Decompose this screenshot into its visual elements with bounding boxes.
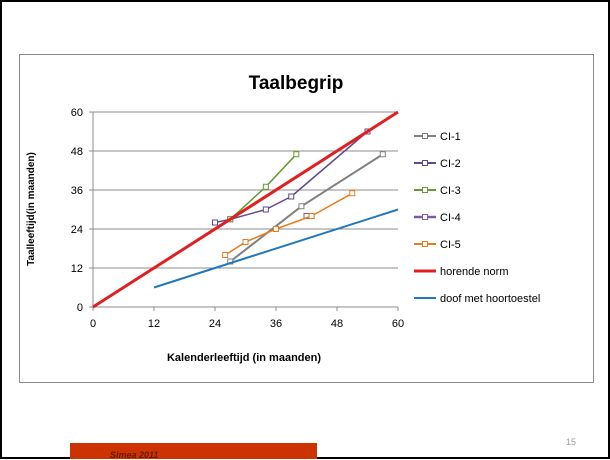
legend-marker [422,187,428,193]
x-tick-label: 0 [90,318,96,330]
legend-label: horende norm [440,266,509,278]
legend-label: CI-1 [440,131,461,143]
legend-marker [422,214,428,220]
series-horende-norm [92,110,399,309]
y-tick-label: 24 [71,224,83,236]
legend-label: CI-3 [440,185,461,197]
data-point [298,203,305,210]
series-ci-5 [222,190,356,258]
legend-item: CI-4 [414,212,461,224]
x-tick-label: 48 [331,318,343,330]
data-point [242,239,249,245]
footer-text: Simea 2011 [110,450,159,460]
data-point [222,252,229,258]
legend-item: CI-1 [414,131,461,143]
y-tick-label: 36 [71,185,83,197]
x-axis-label: Kalenderleeftijd (in maanden) [167,352,321,364]
data-point [273,226,279,232]
page-number: 15 [566,437,577,447]
legend-marker [422,160,428,166]
y-tick-label: 0 [77,302,83,314]
chart-area: 0 12 24 36 48 60 0 12 24 36 48 60 CI-1 CI-2 CI-3 CI-4 C… [19,54,594,383]
x-tick-label: 36 [270,318,282,330]
series-ci-1 [227,151,386,265]
data-point [212,219,218,226]
legend-marker [422,241,428,247]
axes: 0 12 24 36 48 60 0 12 24 36 48 60 [71,107,404,330]
series-doof-met-hoortoestel [153,208,399,289]
data-point [308,213,315,219]
legend-label: CI-4 [440,212,461,224]
y-tick-label: 60 [71,107,83,119]
data-point [288,193,295,200]
legend-item: horende norm [414,266,509,278]
gridlines [93,111,398,269]
legend-label: CI-2 [440,158,461,170]
series-line [153,208,399,289]
legend-item: doof met hoortoestel [414,293,540,305]
legend-item: CI-2 [414,158,461,170]
data-point [379,151,386,158]
footer-bar [70,443,317,459]
x-tick-label: 24 [209,318,221,330]
y-tick-label: 12 [71,263,83,275]
legend-item: CI-3 [414,185,461,197]
legend-label: doof met hoortoestel [440,293,540,305]
x-tick-label: 12 [148,318,160,330]
data-point [262,183,269,190]
data-point [349,190,356,197]
series-line [92,110,399,309]
legend-label: CI-5 [440,239,461,251]
y-tick-label: 48 [71,146,83,158]
x-tick-label: 60 [392,318,404,330]
series-lines [92,110,399,309]
y-axis-label: Taalleeftijd(in maanden) [26,152,37,266]
legend: CI-1 CI-2 CI-3 CI-4 CI-5 horende norm doof met… [414,131,540,305]
series-line [224,192,353,256]
data-point [293,151,300,158]
legend-marker [422,133,428,139]
data-point [262,206,269,213]
legend-item: CI-5 [414,239,461,251]
chart-title: Taalbegrip [249,73,344,94]
